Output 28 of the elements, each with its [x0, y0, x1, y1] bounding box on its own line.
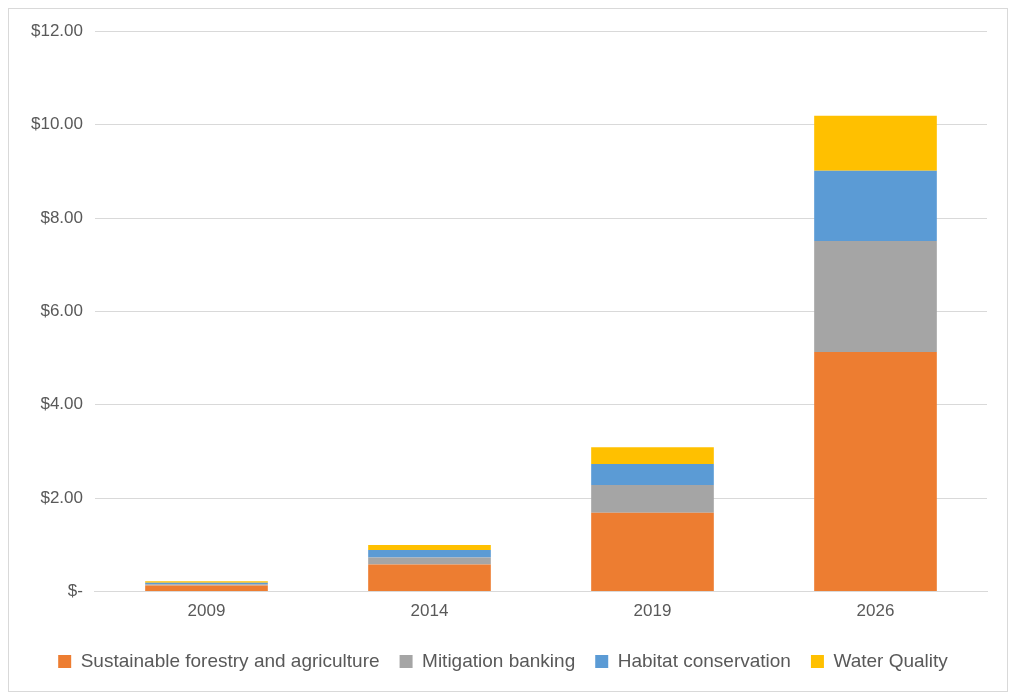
- bar: [368, 544, 491, 551]
- bar: [368, 557, 491, 565]
- legend-label: Mitigation banking: [422, 649, 576, 671]
- bar: [814, 352, 937, 592]
- bar: [591, 464, 714, 486]
- y-tick-label: $4.00: [40, 394, 83, 414]
- legend-label: Habitat conservation: [617, 649, 791, 671]
- y-tick-label: $-: [67, 581, 83, 601]
- legend-label: Sustainable forestry and agriculture: [80, 649, 380, 671]
- x-tick-label: 2009: [187, 601, 226, 621]
- bar: [368, 550, 491, 558]
- x-tick-label: 2026: [856, 601, 895, 621]
- x-tick-label: 2014: [410, 601, 449, 621]
- y-tick-label: $6.00: [40, 301, 83, 321]
- bar: [591, 447, 714, 465]
- y-tick-label: $10.00: [31, 114, 83, 134]
- bar: [591, 485, 714, 513]
- bar: [368, 564, 491, 592]
- x-tick-label: 2019: [633, 601, 672, 621]
- bar: [814, 115, 937, 171]
- legend-label: Water Quality: [833, 649, 949, 671]
- bar: [814, 240, 937, 353]
- bar: [145, 585, 268, 592]
- y-tick-label: $12.00: [31, 20, 83, 40]
- bar: [814, 170, 937, 241]
- bar: [591, 512, 714, 592]
- y-tick-label: $8.00: [40, 207, 83, 227]
- y-tick-label: $2.00: [40, 487, 83, 507]
